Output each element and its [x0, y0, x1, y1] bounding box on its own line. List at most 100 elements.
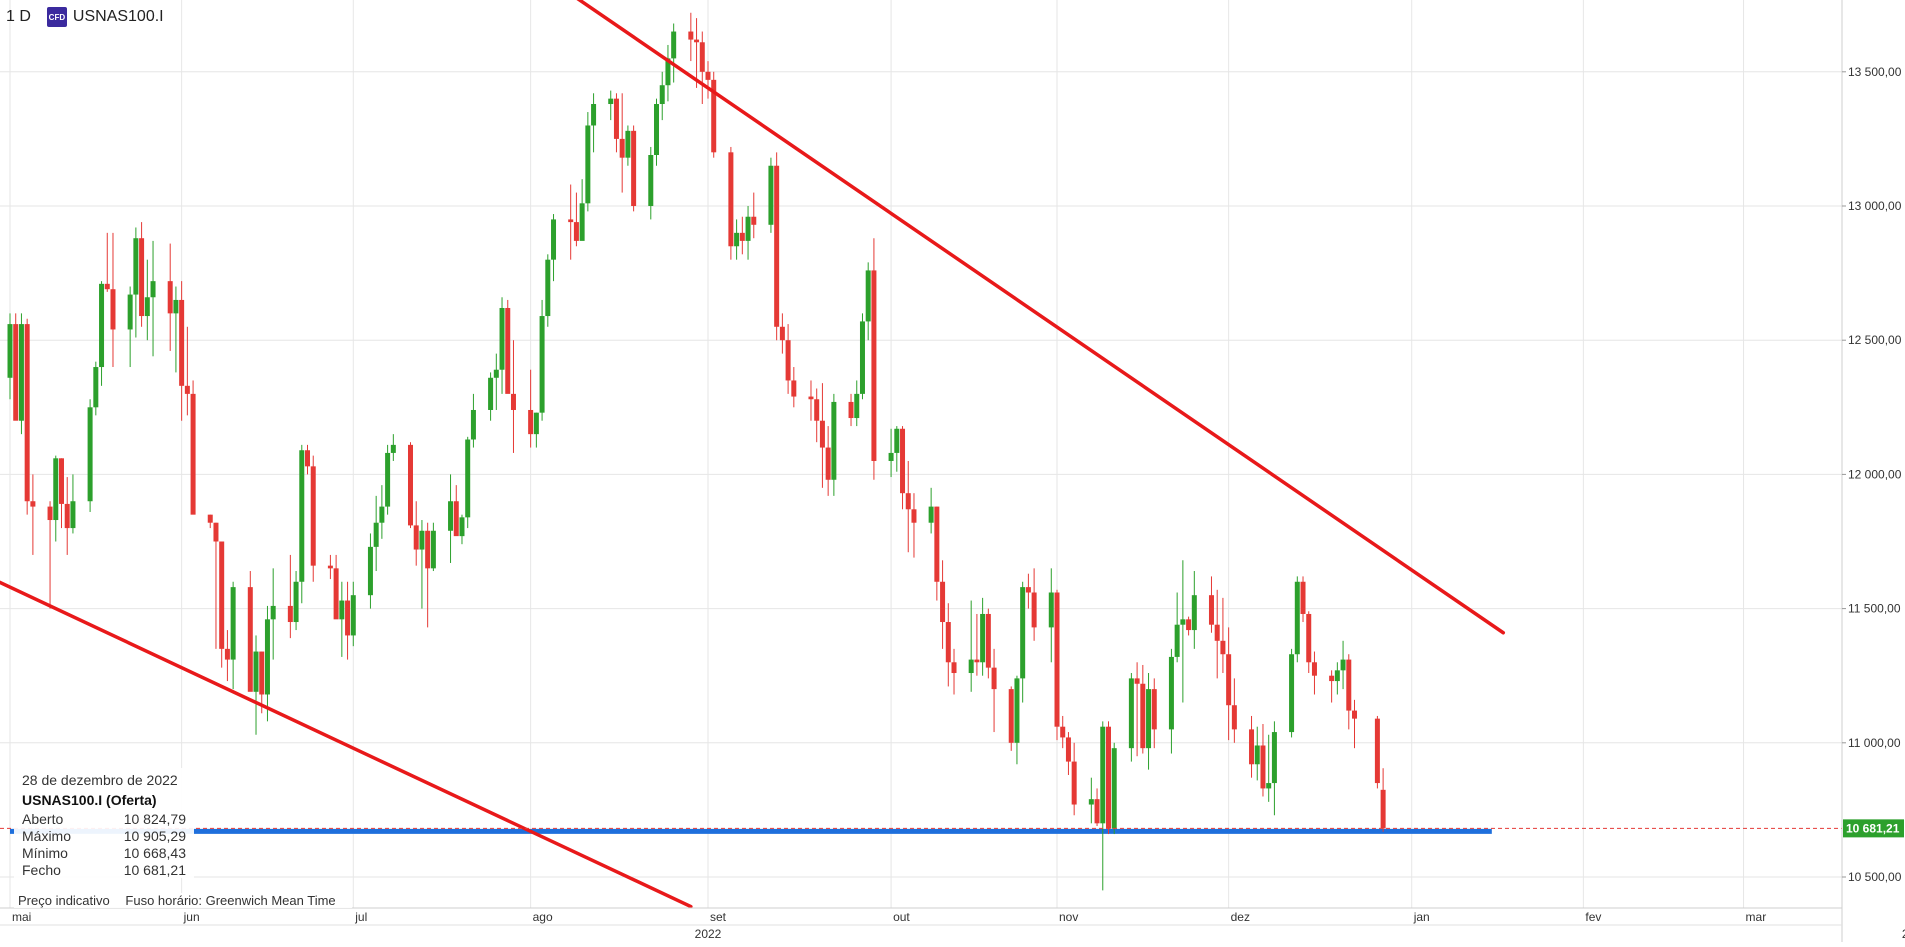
candle-body[interactable] — [133, 238, 139, 295]
candle-body[interactable] — [825, 447, 831, 480]
candle-body[interactable] — [1249, 729, 1255, 765]
candle-body[interactable] — [139, 238, 145, 317]
candle-body[interactable] — [991, 667, 997, 690]
candle-body[interactable] — [1260, 745, 1266, 789]
candle-body[interactable] — [93, 367, 99, 408]
candle-body[interactable] — [1094, 799, 1100, 824]
candle-body[interactable] — [150, 281, 156, 298]
candle-body[interactable] — [848, 401, 854, 419]
candle-body[interactable] — [110, 289, 116, 330]
candle-body[interactable] — [1191, 595, 1197, 631]
candle-body[interactable] — [287, 605, 293, 623]
candle-body[interactable] — [568, 219, 574, 223]
candle-body[interactable] — [648, 155, 654, 206]
candle-body[interactable] — [819, 420, 825, 448]
candle-body[interactable] — [900, 428, 906, 494]
candle-body[interactable] — [173, 299, 179, 314]
candle-body[interactable] — [499, 307, 505, 370]
candle-body[interactable] — [654, 104, 660, 156]
candle-body[interactable] — [184, 385, 190, 394]
candle-body[interactable] — [230, 587, 236, 660]
candle-body[interactable] — [854, 393, 860, 419]
symbol-name[interactable]: USNAS100.I — [72, 8, 164, 25]
candle-body[interactable] — [207, 514, 213, 523]
candle-body[interactable] — [1231, 705, 1237, 730]
candle-body[interactable] — [1134, 678, 1140, 684]
candle-body[interactable] — [1088, 799, 1094, 805]
candle-body[interactable] — [465, 439, 471, 518]
candle-body[interactable] — [293, 581, 299, 623]
candle-body[interactable] — [224, 648, 230, 660]
candle-body[interactable] — [699, 42, 705, 72]
candle-body[interactable] — [585, 125, 591, 204]
candle-body[interactable] — [1271, 732, 1277, 784]
candle-body[interactable] — [779, 326, 785, 341]
candle-body[interactable] — [1008, 689, 1014, 743]
candle-body[interactable] — [488, 377, 494, 410]
candle-body[interactable] — [1306, 613, 1312, 663]
candle-body[interactable] — [1186, 619, 1192, 631]
candle-body[interactable] — [1060, 726, 1066, 738]
candle-body[interactable] — [1020, 587, 1026, 679]
candle-body[interactable] — [1226, 654, 1232, 706]
candle-body[interactable] — [968, 659, 974, 674]
candle-body[interactable] — [310, 466, 316, 566]
candle-body[interactable] — [167, 281, 173, 314]
candle-body[interactable] — [219, 541, 225, 649]
candle-body[interactable] — [1254, 745, 1260, 765]
candle-body[interactable] — [739, 232, 745, 241]
candle-body[interactable] — [510, 393, 516, 410]
candle-body[interactable] — [453, 501, 459, 537]
candle-body[interactable] — [379, 506, 385, 523]
candle-body[interactable] — [791, 380, 797, 397]
candle-body[interactable] — [1289, 654, 1295, 733]
candle-body[interactable] — [18, 324, 24, 421]
candle-body[interactable] — [751, 216, 757, 225]
candle-body[interactable] — [1220, 640, 1226, 655]
candle-body[interactable] — [814, 399, 820, 421]
candle-body[interactable] — [24, 324, 30, 502]
candle-body[interactable] — [1065, 737, 1071, 762]
candle-body[interactable] — [470, 409, 476, 440]
candle-body[interactable] — [631, 130, 637, 206]
candle-body[interactable] — [373, 522, 379, 547]
candle-body[interactable] — [99, 283, 105, 368]
candle-body[interactable] — [1174, 624, 1180, 657]
candle-body[interactable] — [305, 450, 311, 467]
candle-body[interactable] — [505, 307, 511, 394]
candle-body[interactable] — [1105, 726, 1111, 829]
candle-body[interactable] — [951, 662, 957, 674]
timeframe-selector[interactable]: 1 D — [6, 8, 31, 25]
candle-body[interactable] — [430, 530, 436, 569]
candle-body[interactable] — [619, 138, 625, 158]
candle-body[interactable] — [545, 259, 551, 317]
candle-body[interactable] — [871, 270, 877, 461]
candle-body[interactable] — [911, 509, 917, 523]
candle-body[interactable] — [1111, 748, 1117, 829]
candle-body[interactable] — [579, 203, 585, 241]
candle-body[interactable] — [985, 613, 991, 668]
candle-body[interactable] — [865, 270, 871, 322]
candle-body[interactable] — [894, 428, 900, 453]
candle-body[interactable] — [179, 299, 185, 386]
candle-body[interactable] — [1208, 595, 1214, 625]
candle-body[interactable] — [665, 58, 671, 86]
candle-body[interactable] — [1214, 624, 1220, 641]
candle-body[interactable] — [259, 651, 265, 695]
candle-body[interactable] — [551, 219, 557, 260]
candle-body[interactable] — [64, 503, 70, 529]
candle-body[interactable] — [1048, 592, 1054, 628]
candle-body[interactable] — [1340, 659, 1346, 671]
candle-body[interactable] — [928, 506, 934, 523]
trendline[interactable] — [496, 0, 1506, 635]
candle-body[interactable] — [728, 152, 734, 247]
candle-body[interactable] — [745, 216, 751, 241]
candle-body[interactable] — [591, 104, 597, 126]
candle-body[interactable] — [1294, 581, 1300, 655]
candle-body[interactable] — [385, 452, 391, 507]
candle-body[interactable] — [1146, 689, 1152, 749]
candle-body[interactable] — [339, 600, 345, 620]
candle-body[interactable] — [1334, 670, 1340, 682]
candle-body[interactable] — [688, 31, 694, 40]
